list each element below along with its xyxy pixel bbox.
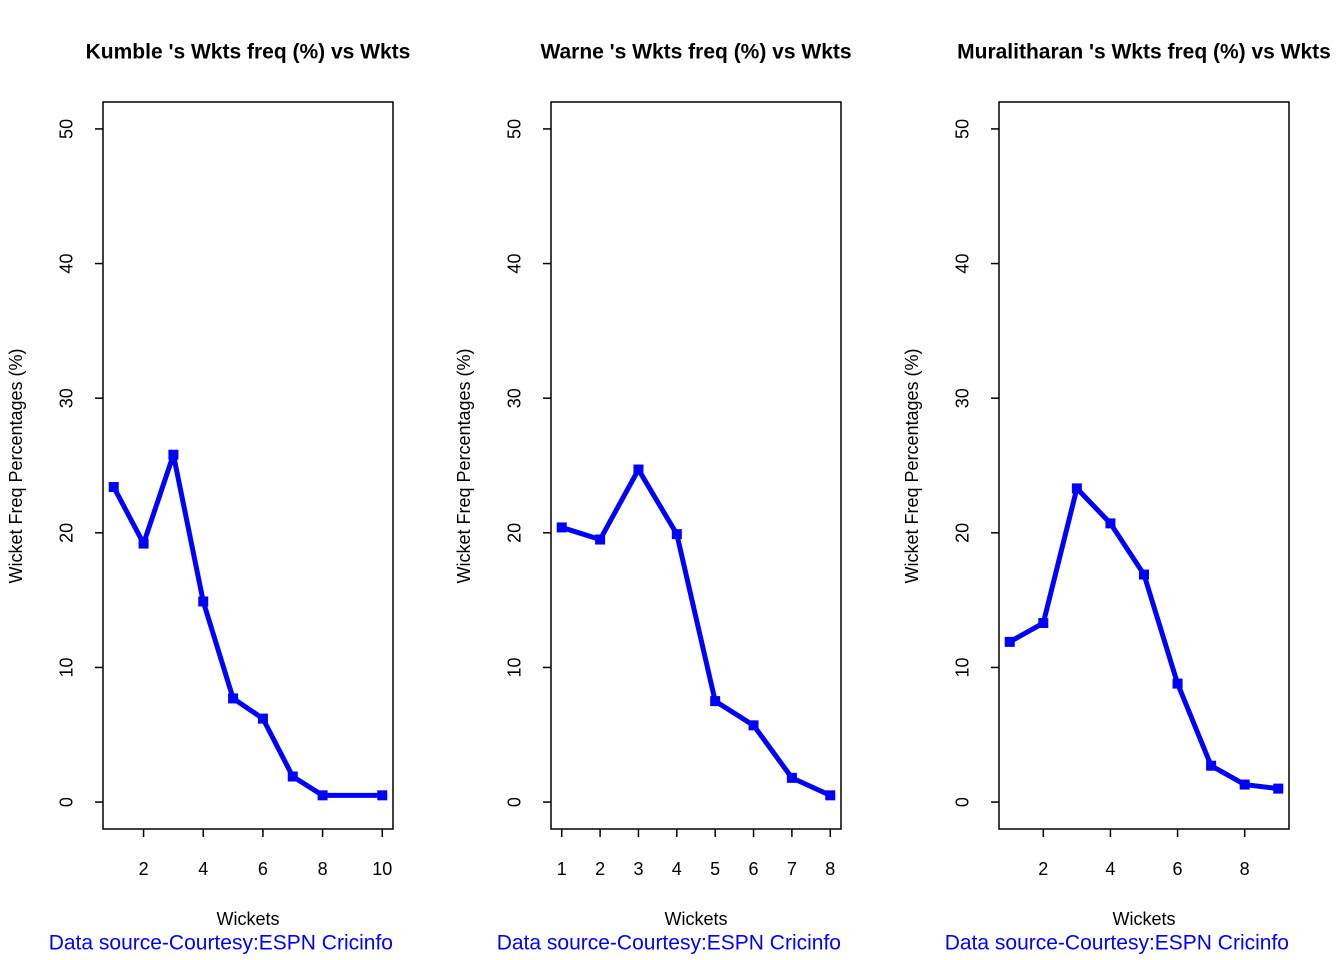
panel: Kumble 's Wkts freq (%) vs Wkts 0 10 20 30 40… [6,41,411,955]
source-note: Data source-Courtesy:ESPN Cricinfo [49,932,393,955]
y-tick-label: 40 [953,254,973,274]
data-point [1105,518,1116,529]
data-point [198,596,209,607]
x-tick-label: 5 [710,859,720,879]
data-point [108,482,119,493]
panel-title: Warne 's Wkts freq (%) vs Wkts [540,41,851,64]
data-point [1273,783,1284,794]
data-point [138,538,149,549]
data-point [786,772,797,783]
source-note: Data source-Courtesy:ESPN Cricinfo [497,932,841,955]
y-tick-label: 30 [57,388,77,408]
plot-frame [550,101,842,830]
x-tick-label: 7 [787,859,797,879]
y-tick-label: 10 [505,657,525,677]
y-tick-label: 20 [57,523,77,543]
y-tick-label: 40 [57,254,77,274]
data-point [1071,483,1082,494]
panel-title: Kumble 's Wkts freq (%) vs Wkts [86,41,411,64]
y-tick-label: 20 [953,523,973,543]
x-axis-label: Wickets [217,909,280,929]
panel-title: Muralitharan 's Wkts freq (%) vs Wkts [957,41,1331,64]
y-tick-label: 40 [505,254,525,274]
x-tick-label: 2 [1038,859,1048,879]
data-point [710,696,721,707]
x-tick-label: 6 [258,859,268,879]
y-axis-label: Wicket Freq Percentages (%) [454,348,474,583]
y-tick-label: 0 [57,797,77,807]
panel: Muralitharan 's Wkts freq (%) vs Wkts 0 10… [902,41,1331,955]
data-point [317,790,328,801]
data-point [556,522,567,533]
x-tick-label: 6 [1173,859,1183,879]
x-tick-label: 6 [749,859,759,879]
x-tick-label: 10 [372,859,392,879]
x-tick-label: 4 [672,859,682,879]
source-note: Data source-Courtesy:ESPN Cricinfo [945,932,1289,955]
y-axis-label: Wicket Freq Percentages (%) [902,348,922,583]
y-tick-label: 50 [953,119,973,139]
data-point [257,713,268,724]
x-tick-label: 1 [557,859,567,879]
panel: Warne 's Wkts freq (%) vs Wkts 0 10 20 30 40 5… [454,41,852,955]
y-tick-label: 10 [57,657,77,677]
y-tick-label: 20 [505,523,525,543]
data-point [748,720,759,731]
data-point [671,529,682,540]
data-point [1038,618,1049,629]
data-point [1172,678,1183,689]
data-point [595,534,606,545]
x-axis-label: Wickets [665,909,728,929]
data-point [1206,760,1217,771]
x-tick-label: 3 [633,859,643,879]
y-tick-label: 30 [505,388,525,408]
data-point [168,449,179,460]
x-tick-label: 4 [198,859,208,879]
plot-frame [102,101,394,830]
x-tick-label: 8 [825,859,835,879]
y-tick-label: 50 [57,119,77,139]
y-tick-label: 50 [505,119,525,139]
y-tick-label: 10 [953,657,973,677]
y-tick-label: 0 [953,797,973,807]
plot-frame [998,101,1290,830]
x-tick-label: 2 [595,859,605,879]
data-point [1239,779,1250,790]
x-axis-label: Wickets [1113,909,1176,929]
data-line [111,452,383,798]
data-point [228,693,239,704]
data-point [377,790,388,801]
y-tick-label: 0 [505,797,525,807]
data-point [287,771,298,782]
x-tick-label: 2 [139,859,149,879]
y-axis-label: Wicket Freq Percentages (%) [6,348,26,583]
data-point [825,790,836,801]
data-line [560,467,832,798]
data-point [1004,636,1015,647]
x-tick-label: 4 [1105,859,1115,879]
x-tick-label: 8 [1240,859,1250,879]
data-line [1008,485,1279,792]
y-tick-label: 30 [953,388,973,408]
data-point [633,464,644,475]
data-point [1139,569,1149,580]
x-tick-label: 8 [318,859,328,879]
